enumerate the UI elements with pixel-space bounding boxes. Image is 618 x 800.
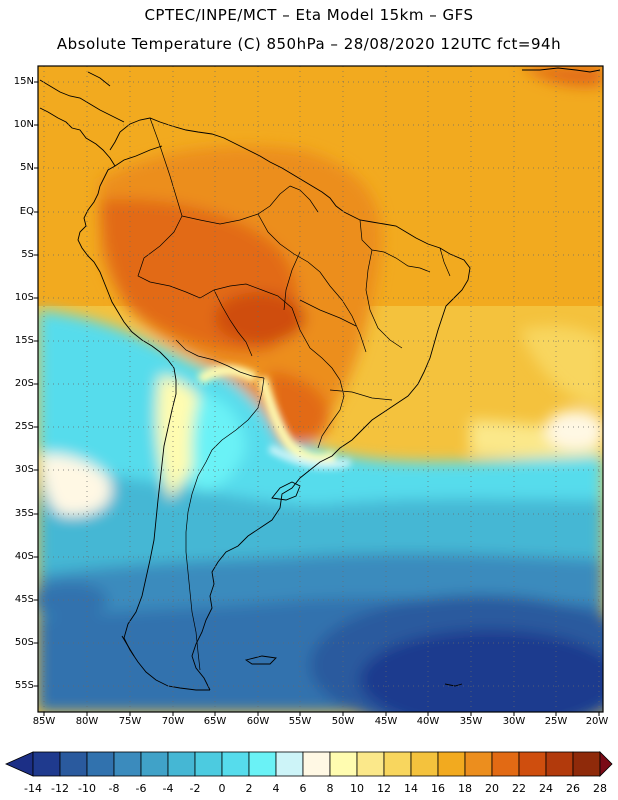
colorbar-label: 4 bbox=[272, 782, 280, 795]
lat-label: 15S bbox=[14, 335, 34, 346]
lat-label: 45S bbox=[14, 594, 34, 605]
lat-label: 20S bbox=[14, 378, 34, 389]
colorbar-label: 2 bbox=[245, 782, 253, 795]
colorbar-label: 8 bbox=[326, 782, 334, 795]
lat-label: 35S bbox=[14, 508, 34, 519]
colorbar-swatch bbox=[410, 751, 439, 777]
lon-label: 30W bbox=[502, 716, 526, 727]
lat-label: 50S bbox=[14, 637, 34, 648]
lat-label: 55S bbox=[14, 680, 34, 691]
colorbar-swatch bbox=[491, 751, 520, 777]
colorbar-label: -8 bbox=[108, 782, 120, 795]
colorbar-label: -12 bbox=[51, 782, 69, 795]
lon-label: 75W bbox=[118, 716, 142, 727]
colorbar-swatch bbox=[194, 751, 223, 777]
colorbar-label: -6 bbox=[135, 782, 147, 795]
lat-label: 30S bbox=[14, 464, 34, 475]
colorbar bbox=[5, 751, 613, 777]
colorbar-swatch bbox=[113, 751, 142, 777]
lat-label: 40S bbox=[14, 551, 34, 562]
colorbar-label: 10 bbox=[350, 782, 364, 795]
colorbar-swatch bbox=[302, 751, 331, 777]
colorbar-label: 28 bbox=[593, 782, 607, 795]
colorbar-swatch bbox=[518, 751, 547, 777]
lon-label: 45W bbox=[374, 716, 398, 727]
colorbar-swatch bbox=[167, 751, 196, 777]
colorbar-over-arrow bbox=[599, 751, 613, 777]
lon-label: 70W bbox=[161, 716, 185, 727]
colorbar-label: -2 bbox=[189, 782, 201, 795]
lat-label: 15N bbox=[13, 76, 34, 87]
colorbar-label: 20 bbox=[485, 782, 499, 795]
country-borders bbox=[137, 117, 451, 671]
map-title-line1: CPTEC/INPE/MCT – Eta Model 15km – GFS bbox=[144, 6, 474, 24]
colorbar-swatch bbox=[32, 751, 61, 777]
lat-label: 25S bbox=[14, 421, 34, 432]
lon-label: 55W bbox=[288, 716, 312, 727]
colorbar-swatch bbox=[572, 751, 601, 777]
colorbar-under-arrow bbox=[5, 751, 34, 777]
colorbar-label: 14 bbox=[404, 782, 418, 795]
colorbar-label: -14 bbox=[24, 782, 42, 795]
colorbar-label: -4 bbox=[162, 782, 174, 795]
lat-label: 5S bbox=[21, 249, 34, 260]
temperature-field bbox=[38, 66, 603, 712]
lon-label: 35W bbox=[459, 716, 483, 727]
lat-label: 10N bbox=[13, 119, 34, 130]
colorbar-swatch bbox=[329, 751, 358, 777]
colorbar-label: -10 bbox=[78, 782, 96, 795]
colorbar-swatch bbox=[275, 751, 304, 777]
colorbar-swatch bbox=[356, 751, 385, 777]
lat-label: 5N bbox=[20, 162, 34, 173]
lon-label: 50W bbox=[331, 716, 355, 727]
colorbar-swatch bbox=[86, 751, 115, 777]
lon-label: 85W bbox=[32, 716, 56, 727]
colorbar-swatch bbox=[437, 751, 466, 777]
colorbar-swatch bbox=[140, 751, 169, 777]
map-frame bbox=[37, 65, 604, 713]
colorbar-label: 24 bbox=[539, 782, 553, 795]
lon-label: 65W bbox=[203, 716, 227, 727]
colorbar-label: 26 bbox=[566, 782, 580, 795]
colorbar-label: 18 bbox=[458, 782, 472, 795]
colorbar-label: 16 bbox=[431, 782, 445, 795]
lon-label: 60W bbox=[246, 716, 270, 727]
lon-label: 80W bbox=[75, 716, 99, 727]
colorbar-label: 22 bbox=[512, 782, 526, 795]
colorbar-label: 0 bbox=[218, 782, 226, 795]
colorbar-swatch bbox=[221, 751, 250, 777]
colorbar-swatch bbox=[545, 751, 574, 777]
map-title-line2: Absolute Temperature (C) 850hPa – 28/08/… bbox=[56, 35, 562, 53]
colorbar-swatch bbox=[383, 751, 412, 777]
colorbar-swatch bbox=[464, 751, 493, 777]
lat-label: EQ bbox=[19, 206, 34, 217]
graticule bbox=[38, 66, 603, 712]
colorbar-swatch bbox=[59, 751, 88, 777]
lon-label: 20W bbox=[585, 716, 609, 727]
lon-label: 25W bbox=[544, 716, 568, 727]
colorbar-label: 6 bbox=[299, 782, 307, 795]
axis-ticks bbox=[34, 81, 600, 716]
lon-label: 40W bbox=[416, 716, 440, 727]
colorbar-swatch bbox=[248, 751, 277, 777]
colorbar-label: 12 bbox=[377, 782, 391, 795]
lat-label: 10S bbox=[14, 292, 34, 303]
